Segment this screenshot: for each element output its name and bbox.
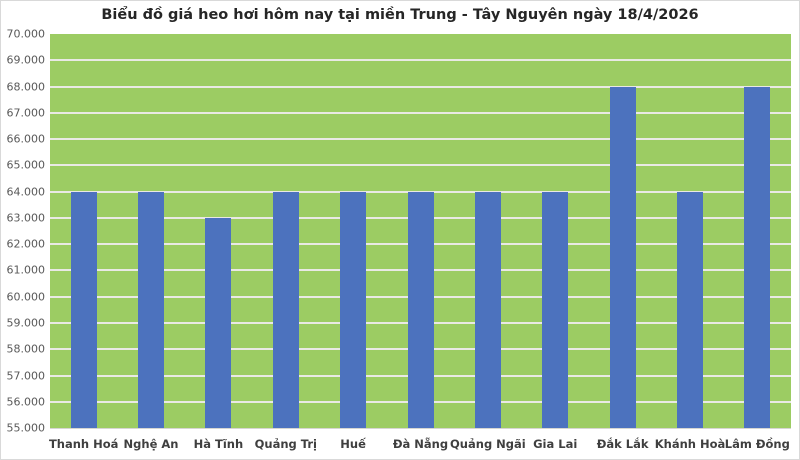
y-tick-label: 66.000 bbox=[6, 132, 46, 146]
y-tick-label: 55.000 bbox=[6, 421, 46, 435]
x-tick-label: Lâm Đồng bbox=[724, 437, 790, 451]
x-tick-label: Quảng Trị bbox=[254, 437, 317, 451]
bar-8 bbox=[542, 191, 569, 428]
bar-6 bbox=[407, 191, 434, 428]
gridline bbox=[50, 190, 791, 193]
y-tick-label: 63.000 bbox=[6, 211, 46, 225]
bar-1 bbox=[70, 191, 97, 428]
gridline bbox=[50, 85, 791, 88]
x-tick-label: Quảng Ngãi bbox=[450, 437, 526, 451]
y-tick-label: 64.000 bbox=[6, 185, 46, 199]
y-tick-label: 65.000 bbox=[6, 158, 46, 172]
y-tick-label: 57.000 bbox=[6, 369, 46, 382]
y-tick-label: 56.000 bbox=[6, 395, 46, 409]
y-tick-label: 59.000 bbox=[6, 316, 46, 330]
gridline bbox=[50, 138, 791, 141]
x-tick-label: Khánh Hoà bbox=[654, 437, 726, 451]
gridline bbox=[50, 111, 791, 114]
y-tick-label: 69.000 bbox=[6, 53, 46, 67]
y-tick-label: 61.000 bbox=[6, 263, 46, 277]
x-tick-label: Nghệ An bbox=[123, 437, 179, 451]
gridline bbox=[50, 59, 791, 62]
x-tick-label: Hà Tĩnh bbox=[193, 437, 244, 451]
bar-9 bbox=[609, 86, 636, 428]
bar-10 bbox=[677, 191, 703, 428]
y-tick-label: 68.000 bbox=[6, 80, 46, 93]
bar-11 bbox=[744, 86, 771, 428]
plot-area bbox=[50, 34, 791, 429]
y-tick-label: 62.000 bbox=[6, 237, 46, 251]
bar-3 bbox=[205, 217, 232, 428]
gridline bbox=[50, 164, 791, 167]
y-tick-label: 67.000 bbox=[6, 106, 46, 120]
chart-title: Biểu đồ giá heo hơi hôm nay tại miền Tru… bbox=[101, 7, 699, 23]
bar-4 bbox=[272, 191, 299, 428]
bar-5 bbox=[340, 191, 367, 428]
x-tick-label: Thanh Hoá bbox=[48, 437, 119, 451]
y-tick-label: 58.000 bbox=[6, 342, 46, 356]
y-tick-label: 70.000 bbox=[6, 27, 46, 41]
x-tick-label: Gia Lai bbox=[533, 437, 578, 451]
bar-2 bbox=[138, 191, 164, 428]
y-tick-label: 60.000 bbox=[6, 290, 46, 304]
x-tick-label: Huế bbox=[340, 437, 366, 451]
x-tick-label: Đà Nẵng bbox=[392, 437, 449, 451]
bar-7 bbox=[474, 191, 501, 428]
x-tick-label: Đắk Lắk bbox=[596, 437, 649, 451]
